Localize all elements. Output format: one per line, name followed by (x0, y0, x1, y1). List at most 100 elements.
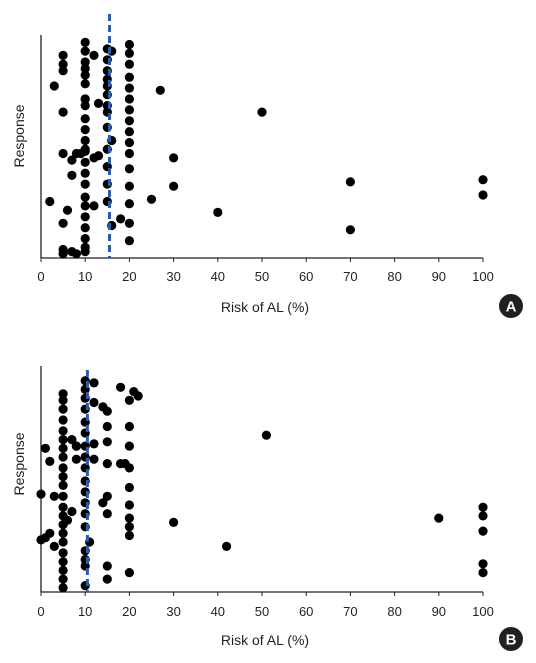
data-point (80, 94, 90, 104)
data-point (89, 50, 99, 61)
data-point (120, 459, 130, 469)
data-point (478, 175, 488, 185)
data-point (124, 500, 134, 510)
data-point (124, 116, 134, 126)
data-point (124, 522, 134, 532)
data-point (124, 513, 134, 523)
data-point (89, 439, 99, 449)
data-point (124, 395, 134, 405)
data-point (93, 151, 104, 161)
data-point (345, 177, 355, 187)
data-point (80, 201, 90, 211)
data-point (58, 502, 68, 512)
panel-b-y-axis-label: Response (11, 432, 27, 495)
data-point (49, 541, 59, 552)
data-point (80, 212, 90, 222)
panel-b-letter: B (506, 632, 517, 649)
data-point (49, 491, 59, 501)
panel-b-x-ticks (40, 592, 484, 596)
data-point (36, 489, 46, 499)
data-point (71, 441, 81, 451)
data-point (58, 574, 68, 584)
data-point (58, 395, 68, 405)
panel-a-x-tick-labels: 0 10 20 30 40 50 60 70 80 90 100 (37, 269, 493, 284)
x-tick-label: 10 (78, 269, 92, 284)
data-point (124, 127, 134, 137)
data-point (261, 430, 271, 440)
panel-a-y-axis-label: Response (11, 104, 27, 167)
data-point (80, 63, 90, 74)
data-point (124, 218, 134, 228)
data-point (58, 463, 68, 473)
data-point (102, 491, 112, 501)
data-point (124, 181, 134, 191)
data-point (45, 196, 55, 207)
data-point (80, 192, 90, 202)
panel-a-x-axis-label: Risk of AL (%) (221, 299, 309, 315)
data-point (80, 135, 90, 146)
x-tick-label: 60 (299, 269, 313, 284)
x-tick-label: 40 (211, 604, 225, 619)
data-point (124, 39, 134, 50)
data-point (58, 426, 68, 436)
data-point (124, 421, 134, 432)
data-point (80, 234, 90, 244)
data-point (58, 107, 68, 117)
data-point (62, 205, 73, 215)
data-point (80, 101, 90, 111)
panel-b-x-tick-labels: 0 10 20 30 40 50 60 70 80 90 100 (37, 604, 493, 619)
x-tick-label: 40 (211, 269, 225, 284)
data-point (169, 181, 179, 191)
data-point (124, 236, 134, 246)
data-point (45, 456, 55, 466)
x-tick-label: 10 (78, 604, 92, 619)
data-point (58, 452, 68, 462)
data-point (58, 537, 68, 547)
data-point (257, 107, 267, 117)
data-point (124, 94, 134, 104)
data-point (345, 225, 355, 235)
x-tick-label: 0 (37, 604, 44, 619)
data-point (478, 559, 488, 569)
data-point (124, 72, 134, 82)
x-tick-label: 60 (299, 604, 313, 619)
data-point (58, 480, 68, 490)
panel-a-x-ticks (40, 258, 484, 262)
data-point (80, 79, 90, 89)
data-point (89, 378, 99, 388)
data-point (478, 511, 488, 521)
data-point (124, 199, 134, 209)
data-point (102, 421, 112, 432)
data-point (58, 404, 68, 414)
x-tick-label: 20 (122, 604, 136, 619)
data-point (58, 415, 68, 425)
data-point (93, 98, 104, 108)
data-point (67, 170, 77, 180)
data-point (124, 48, 134, 58)
x-tick-label: 90 (432, 604, 446, 619)
data-point (89, 397, 99, 408)
panel-b-points (36, 376, 488, 593)
data-point (58, 548, 68, 558)
x-tick-label: 80 (387, 604, 401, 619)
x-tick-label: 0 (37, 269, 44, 284)
data-point (98, 402, 108, 412)
panel-b-x-axis-label: Risk of AL (%) (221, 632, 309, 648)
data-point (80, 37, 90, 48)
data-point (146, 194, 157, 204)
data-point (169, 153, 179, 163)
x-tick-label: 50 (255, 604, 269, 619)
data-point (124, 164, 134, 174)
x-tick-label: 30 (166, 604, 180, 619)
x-tick-label: 70 (343, 269, 357, 284)
data-point (58, 249, 68, 259)
data-point (67, 506, 77, 517)
data-point (124, 138, 134, 148)
data-point (133, 391, 143, 401)
data-point (80, 223, 90, 233)
data-point (76, 148, 86, 159)
panel-b-badge (499, 627, 523, 651)
data-point (58, 389, 68, 399)
data-point (169, 517, 179, 528)
